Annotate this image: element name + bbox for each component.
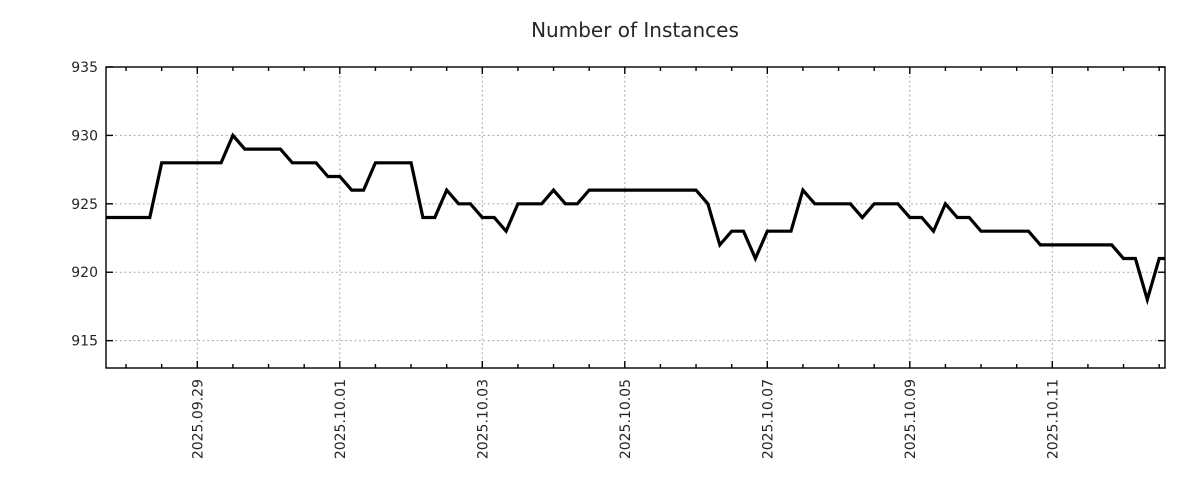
x-axis-tick-label: 2025.10.09	[903, 379, 919, 459]
x-axis-tick-label: 2025.10.07	[760, 379, 776, 459]
series-layer	[106, 132, 1165, 306]
grid-layer	[106, 67, 1165, 368]
y-axis-tick-label: 930	[71, 128, 98, 144]
data-line	[106, 132, 1165, 306]
plot-border	[105, 66, 1166, 369]
frame-layer	[105, 66, 1166, 369]
chart-title: Number of Instances	[531, 18, 739, 42]
x-axis-tick-label: 2025.10.03	[475, 379, 491, 459]
y-axis-tick-label: 925	[71, 197, 98, 213]
y-axis-tick-label: 920	[71, 265, 98, 281]
label-layer: 915 920 925 930 935 2025.09.29 2025.10.01 2025.…	[71, 60, 1061, 459]
x-axis-tick-label: 2025.10.05	[618, 379, 634, 459]
x-axis-tick-label: 2025.10.11	[1045, 379, 1061, 459]
y-axis-tick-label: 915	[71, 334, 98, 350]
x-axis-tick-label: 2025.10.01	[333, 379, 349, 459]
x-axis-tick-label: 2025.09.29	[190, 379, 206, 459]
y-axis-tick-label: 935	[71, 60, 98, 76]
